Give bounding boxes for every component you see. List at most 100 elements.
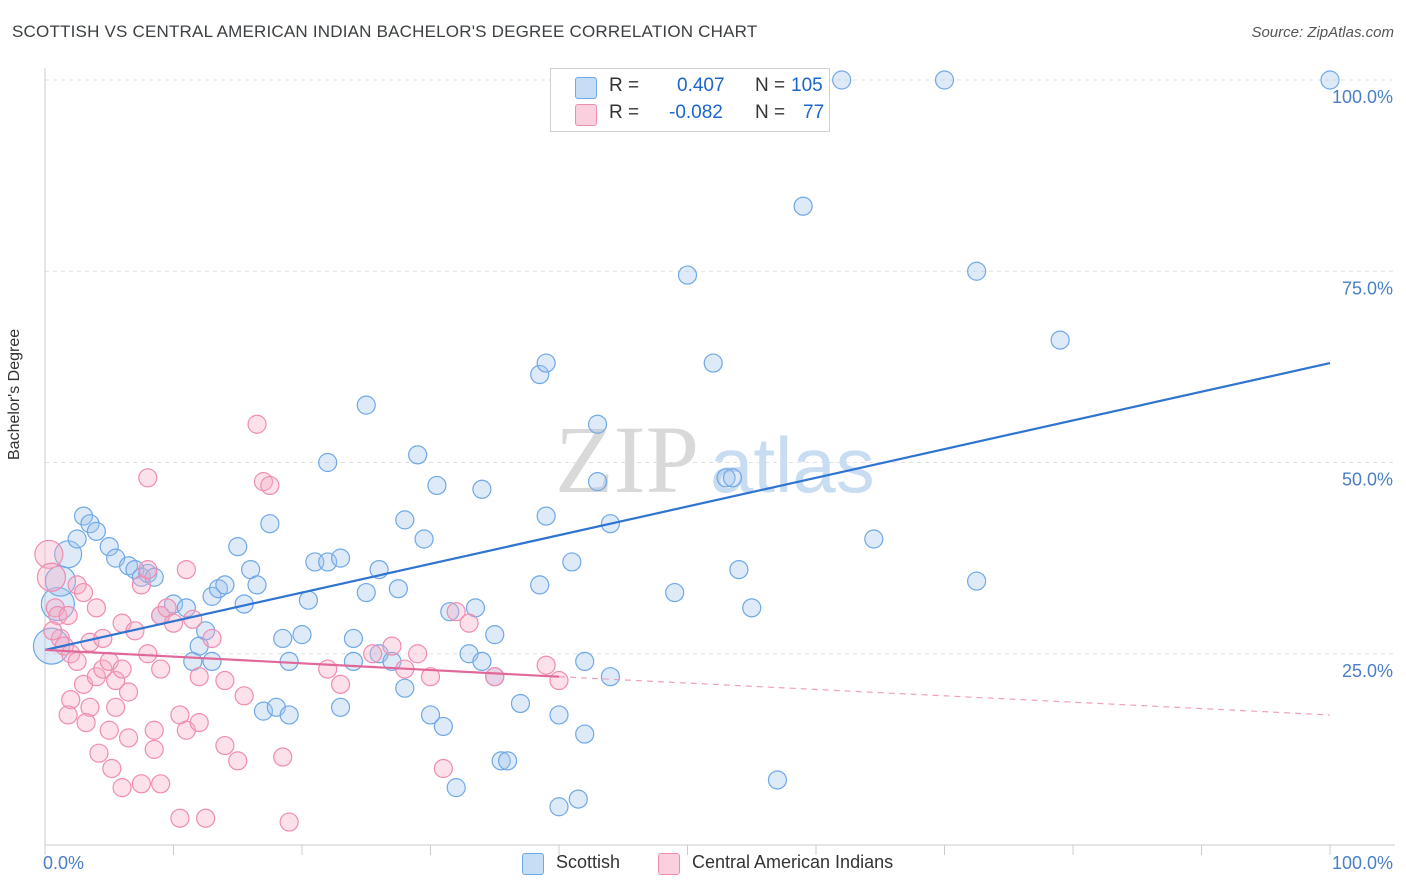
data-point [73, 506, 94, 526]
data-point [427, 475, 447, 496]
data-point [202, 628, 222, 649]
data-point [228, 751, 248, 771]
data-point [575, 651, 595, 672]
data-point [363, 644, 383, 664]
data-point [530, 575, 550, 595]
data-point [767, 770, 788, 790]
data-point [215, 735, 235, 756]
bottom-legend-label: Scottish [556, 852, 621, 872]
data-point [433, 716, 453, 737]
data-point [196, 808, 216, 828]
data-point [472, 479, 492, 499]
legend-n-label: N = [755, 75, 786, 96]
data-point [1320, 70, 1340, 90]
stats-legend: R = 0.407 N = 105 R = -0.082 N = 77 [550, 68, 830, 132]
data-point [587, 414, 608, 434]
data-point [665, 582, 685, 603]
x-tick-label: 100.0% [1332, 853, 1393, 873]
data-point [832, 70, 852, 90]
data-point [536, 353, 556, 373]
data-point [587, 472, 608, 492]
data-point [189, 667, 209, 687]
data-point [61, 690, 81, 710]
data-points [32, 70, 1340, 832]
data-point [176, 598, 196, 618]
data-point [742, 598, 762, 618]
data-point [446, 778, 466, 798]
legend-swatch-central-american [575, 104, 597, 126]
bottom-legend-label: Central American Indians [692, 852, 894, 872]
data-point [414, 529, 434, 549]
data-point [864, 529, 884, 549]
data-point [562, 552, 582, 572]
data-point [446, 602, 466, 622]
data-point [73, 582, 94, 603]
data-point [703, 353, 723, 373]
source-label: Source: ZipAtlas.com [1251, 24, 1394, 41]
data-point [76, 712, 96, 733]
data-point [273, 628, 293, 649]
data-point [99, 537, 119, 557]
legend-n-label: N = [755, 102, 786, 123]
data-point [485, 625, 505, 645]
legend-r-value: -0.082 [669, 102, 723, 123]
data-point [34, 539, 64, 569]
data-point [793, 196, 813, 216]
y-tick-label: 50.0% [1342, 470, 1393, 490]
trend-line-scottish [44, 361, 1331, 651]
legend-r-label: R = [609, 102, 640, 123]
data-point [58, 605, 78, 626]
data-point [459, 613, 479, 633]
data-point [433, 758, 453, 779]
x-tick-label: 0.0% [43, 853, 84, 873]
legend-r-value: 0.407 [677, 75, 725, 96]
data-point [343, 628, 363, 649]
data-point [118, 682, 139, 702]
data-point [58, 705, 78, 725]
trend-line-central-american-extension [558, 676, 1331, 716]
data-point [420, 667, 441, 687]
data-point [67, 575, 87, 595]
data-point [491, 751, 511, 771]
legend-r-label: R = [609, 75, 640, 96]
data-point [356, 395, 376, 415]
data-point [395, 678, 415, 698]
data-point [86, 667, 107, 687]
data-point [89, 743, 109, 763]
data-point [729, 559, 749, 580]
data-point [395, 510, 415, 530]
data-point [382, 636, 402, 656]
trend-lines [44, 361, 1331, 716]
data-point [292, 625, 312, 645]
axes [44, 68, 1395, 855]
data-point [93, 659, 113, 679]
data-point [43, 621, 63, 641]
data-point [440, 602, 460, 622]
bottom-legend-swatch-scottish [522, 853, 544, 875]
data-point [106, 670, 126, 691]
data-point [967, 571, 987, 591]
data-point [144, 720, 164, 740]
data-point [260, 475, 280, 496]
data-point [356, 582, 376, 603]
data-point [967, 261, 987, 281]
data-point [131, 774, 151, 794]
data-point [408, 644, 428, 664]
data-point [247, 414, 267, 434]
data-point [144, 739, 164, 759]
data-point [330, 674, 351, 694]
data-point [677, 265, 698, 285]
data-point [176, 559, 196, 580]
chart-title: SCOTTISH VS CENTRAL AMERICAN INDIAN BACH… [12, 22, 758, 41]
data-point [112, 659, 132, 679]
data-point [247, 575, 267, 595]
data-point [472, 651, 492, 672]
y-tick-label: 75.0% [1342, 278, 1393, 298]
data-point [318, 659, 338, 679]
data-point [510, 693, 531, 714]
data-point [549, 797, 569, 817]
data-point [722, 468, 743, 488]
data-point [260, 514, 280, 534]
data-point [549, 670, 569, 691]
